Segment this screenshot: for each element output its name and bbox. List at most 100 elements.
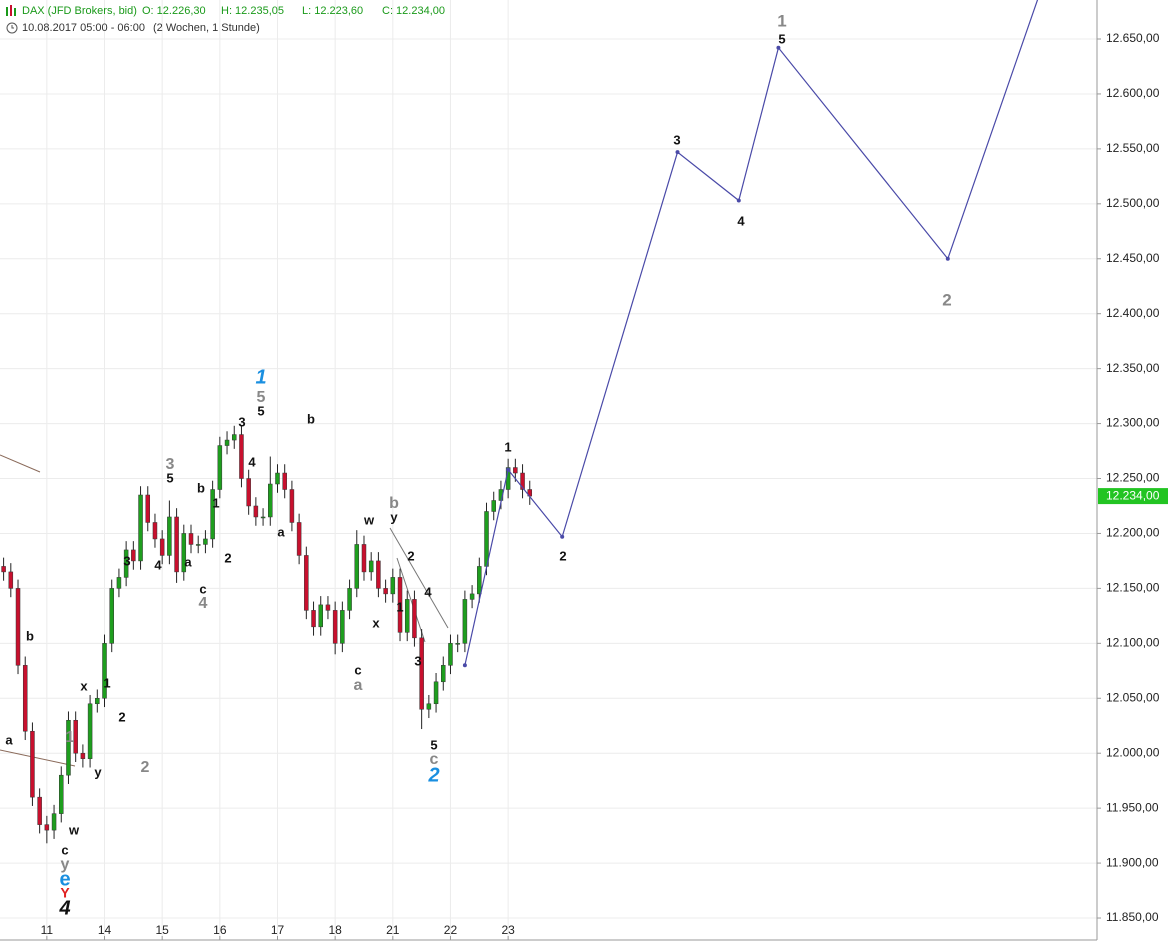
wave-label: 1 — [212, 495, 219, 510]
quote-low: L: 12.223,60 — [302, 5, 363, 17]
wave-label: a — [5, 732, 13, 747]
wave-label: 2 — [407, 548, 414, 563]
header: DAX (JFD Brokers, bid) O: 12.226,30 H: 1… — [6, 5, 445, 34]
wave-label: b — [197, 480, 205, 495]
candle-body — [59, 774, 64, 814]
wave-label: a — [354, 677, 363, 694]
candle-body — [268, 483, 273, 518]
y-tick-label: 12.250,00 — [1106, 471, 1160, 485]
candle-body — [87, 703, 93, 759]
x-tick-label: 14 — [98, 923, 112, 937]
candle-body — [390, 577, 396, 595]
y-tick-label: 12.000,00 — [1106, 745, 1160, 759]
chart-title: DAX (JFD Brokers, bid) — [22, 5, 137, 17]
wave-label: Y — [60, 885, 70, 901]
candle-body — [15, 588, 21, 666]
x-tick-label: 16 — [213, 923, 227, 937]
candle-body — [311, 610, 316, 628]
x-tick-label: 23 — [501, 923, 515, 937]
candle-body — [462, 599, 468, 644]
wave-label: w — [68, 822, 80, 837]
projection — [462, 0, 1039, 668]
candle-body — [181, 533, 187, 573]
candle-body — [203, 538, 208, 545]
candle-body — [275, 472, 280, 485]
header-icon — [10, 5, 12, 16]
candle-body — [138, 494, 143, 562]
wave-label: c — [430, 751, 439, 768]
chart-subtitle: 10.08.2017 05:00 - 06:00 — [22, 22, 145, 34]
candle-body — [304, 555, 309, 611]
candle-body — [433, 681, 439, 705]
wave-label: 5 — [257, 403, 264, 418]
candle-body — [491, 500, 496, 512]
candle-body — [419, 637, 424, 710]
trend-line — [0, 454, 41, 473]
wave-label: w — [363, 512, 375, 527]
candle-body — [116, 577, 122, 589]
candle-body — [224, 439, 230, 446]
candle-body — [441, 665, 446, 683]
candle-body — [354, 544, 360, 589]
candle-body — [102, 643, 107, 699]
y-tick-label: 12.300,00 — [1106, 416, 1160, 430]
wave-label: 2 — [118, 709, 125, 724]
wave-label: a — [277, 524, 285, 539]
candle-body — [1, 566, 6, 573]
projection-point — [945, 256, 950, 261]
wave-label: a — [184, 554, 192, 569]
wedge-line — [396, 557, 426, 643]
quote-open: O: 12.226,30 — [142, 5, 206, 17]
candle-body — [22, 665, 28, 732]
candle-body — [318, 604, 323, 628]
candle-body — [131, 549, 136, 562]
wave-label: 5 — [778, 31, 785, 46]
y-tick-label: 12.600,00 — [1106, 86, 1160, 100]
candle-body — [253, 505, 259, 518]
axis: 11.850,00 11.900,00 11.950,00 12.000,00 12.0… — [41, 31, 1168, 940]
clock-icon — [11, 25, 14, 29]
candle-body — [368, 560, 374, 573]
wave-label: 4 — [737, 213, 745, 228]
y-tick-label: 12.400,00 — [1106, 306, 1160, 320]
candle-body — [376, 560, 381, 589]
candle-body — [145, 494, 151, 523]
x-tick-label: 15 — [155, 923, 169, 937]
clock-icon — [6, 22, 18, 34]
candle-body — [217, 445, 223, 490]
trend-line — [0, 749, 76, 767]
wave-label: 1 — [504, 439, 511, 454]
wave-label: x — [80, 678, 88, 693]
grid — [0, 0, 1097, 940]
y-tick-label: 12.150,00 — [1106, 581, 1160, 595]
candle-body — [174, 516, 179, 573]
x-tick-label: 18 — [328, 923, 342, 937]
wave-label: 1 — [103, 675, 110, 690]
candle-body — [289, 489, 295, 523]
y-tick-label: 12.550,00 — [1106, 141, 1160, 155]
candle-body — [448, 643, 453, 666]
wave-label: b — [26, 628, 34, 643]
candle-body — [195, 544, 201, 546]
wave-label: 1 — [777, 11, 786, 30]
x-tick-label: 17 — [271, 923, 285, 937]
candle-body — [159, 538, 165, 556]
candle-body — [296, 522, 302, 556]
candle-body — [37, 796, 42, 825]
candle-body — [332, 610, 338, 644]
wave-label: b — [389, 495, 399, 512]
y-tick-label: 12.050,00 — [1106, 690, 1160, 704]
projection-point — [776, 45, 781, 50]
candle-body — [383, 588, 388, 595]
wave-label: 3 — [166, 456, 175, 473]
projection-line — [464, 0, 1039, 666]
wave-label: c — [354, 662, 361, 677]
wave-label: 1 — [66, 729, 75, 746]
candle-body — [51, 813, 57, 831]
candle-body — [260, 516, 266, 519]
wave-label: 3 — [238, 414, 245, 429]
wave-label: 2 — [427, 764, 439, 786]
candle-body — [123, 549, 129, 578]
